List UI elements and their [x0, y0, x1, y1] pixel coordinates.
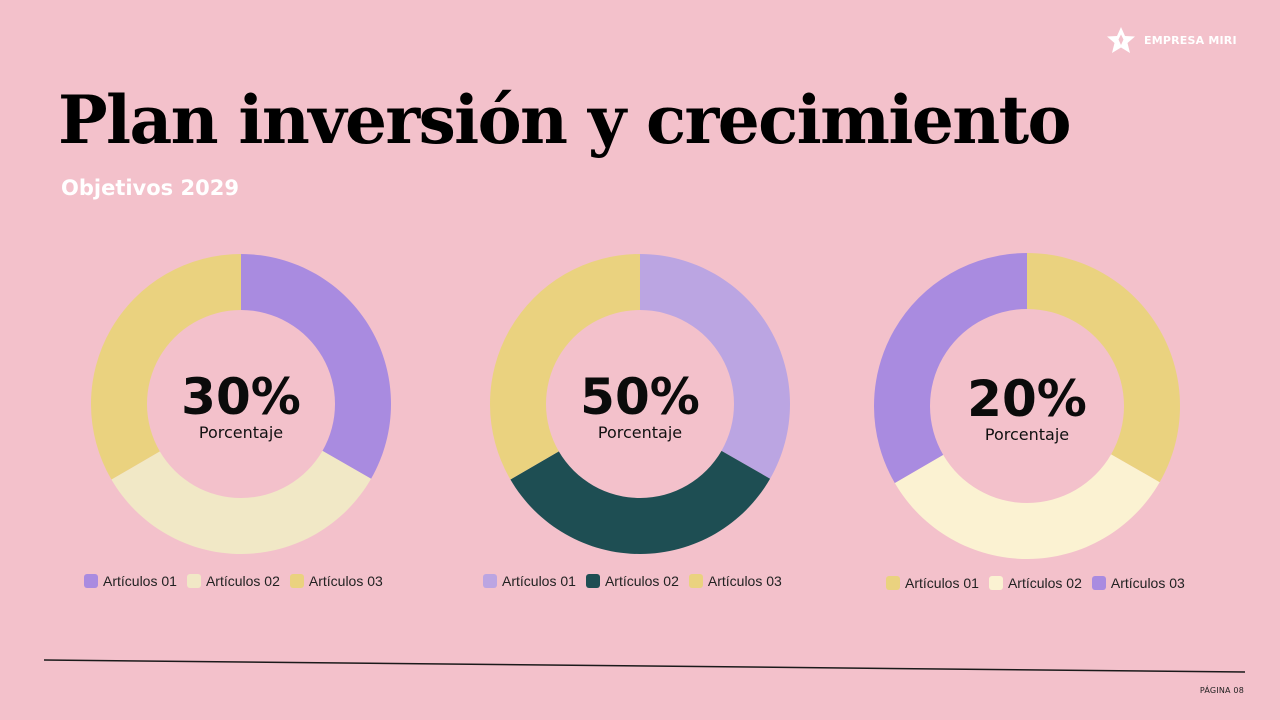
donut-slice-1-1 [241, 254, 391, 479]
donut-chart-1 [91, 254, 391, 554]
legend-label: Artículos 01 [905, 575, 979, 591]
legend-item: Artículos 01 [886, 575, 979, 591]
page-title: Plan inversión y crecimiento [58, 81, 1072, 159]
legend-swatch [585, 574, 600, 588]
page-subtitle: Objetivos 2029 [61, 176, 239, 200]
legend-item: Artículos 03 [1091, 575, 1185, 591]
chart-legend-1: Artículos 01 Artículos 02 Artículos 03 [84, 573, 383, 589]
legend-item: Artículos 01 [84, 573, 177, 589]
legend-swatch [1091, 576, 1106, 590]
legend-item: Artículos 03 [688, 573, 782, 589]
donut-slice-3-1 [1027, 253, 1180, 483]
brand-name: EMPRESA MIRI [1144, 33, 1237, 47]
donut-center-value-2: 50% [580, 368, 700, 426]
legend-label: Artículos 03 [707, 573, 782, 589]
legend-label: Artículos 01 [502, 573, 576, 589]
legend-item: Artículos 02 [988, 575, 1082, 591]
donut-center-value-3: 20% [967, 370, 1087, 428]
legend-label: Artículos 01 [103, 573, 177, 589]
donut-center-label-1: Porcentaje [198, 423, 284, 442]
legend-label: Artículos 02 [205, 573, 280, 589]
donut-chart-3 [874, 253, 1180, 559]
donut-center-label-2: Porcentaje [597, 423, 683, 442]
legend-label: Artículos 03 [308, 573, 383, 589]
legend-swatch [483, 574, 497, 588]
chart-legend-2: Artículos 01 Artículos 02 Artículos 03 [483, 573, 782, 589]
legend-item: Artículos 01 [483, 573, 576, 589]
star-logo-icon [1107, 27, 1135, 53]
legend-swatch [688, 574, 703, 588]
donut-center-value-1: 30% [181, 368, 301, 426]
legend-swatch [988, 576, 1003, 590]
chart-legend-3: Artículos 01 Artículos 02 Artículos 03 [886, 575, 1185, 591]
donut-slice-2-3 [490, 254, 640, 480]
page-number: PÁGINA 08 [1199, 686, 1244, 695]
donut-slice-2-1 [640, 254, 790, 479]
brand-logo: EMPRESA MIRI [1106, 26, 1237, 54]
legend-swatch [886, 576, 900, 590]
legend-swatch [289, 574, 304, 588]
legend-label: Artículos 02 [1007, 575, 1082, 591]
donut-slice-3-3 [874, 253, 1027, 484]
donut-slice-1-2 [111, 450, 372, 554]
donut-center-label-3: Porcentaje [984, 425, 1070, 444]
legend-item: Artículos 03 [289, 573, 383, 589]
donut-slice-1-3 [91, 254, 242, 480]
legend-swatch [186, 574, 201, 588]
legend-label: Artículos 03 [1110, 575, 1185, 591]
donut-slice-3-2 [894, 454, 1160, 559]
legend-label: Artículos 02 [604, 573, 679, 589]
legend-item: Artículos 02 [585, 573, 679, 589]
donut-chart-2 [490, 254, 790, 554]
legend-swatch [84, 574, 98, 588]
legend-item: Artículos 02 [186, 573, 280, 589]
donut-slice-2-2 [510, 450, 771, 554]
